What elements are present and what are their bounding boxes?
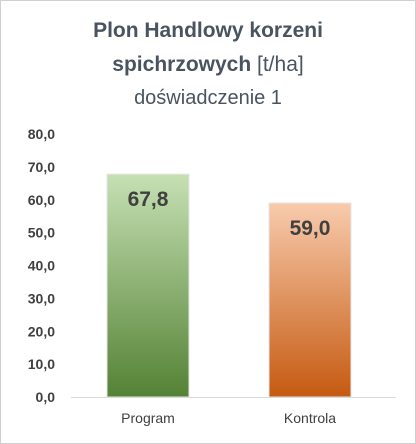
data-label-program: 67,8 — [128, 188, 169, 211]
chart-title-unit: [t/ha] — [251, 53, 304, 76]
chart-title: Plon Handlowy korzeni — [93, 19, 323, 42]
y-tick-label: 50,0 — [28, 225, 55, 241]
y-axis: 0,0 10,0 20,0 30,0 40,0 50,0 60,0 70,0 80,0 — [28, 126, 55, 405]
chart-subtitle: doświadczenie 1 — [134, 87, 282, 109]
y-tick-label: 40,0 — [28, 258, 55, 274]
y-tick-label: 70,0 — [28, 159, 55, 175]
y-tick-label: 20,0 — [28, 323, 55, 339]
bar-kontrola — [268, 202, 352, 398]
x-axis: Program Kontrola — [121, 410, 336, 426]
y-tick-label: 0,0 — [36, 389, 56, 405]
chart-title-bold: spichrzowych — [112, 53, 252, 76]
y-tick-label: 80,0 — [28, 126, 55, 142]
x-tick-label-kontrola: Kontrola — [284, 410, 336, 426]
bar-program — [106, 173, 190, 398]
bars-group: 67,8 59,0 — [106, 173, 352, 398]
y-tick-label: 30,0 — [28, 290, 55, 306]
data-label-kontrola: 59,0 — [290, 217, 331, 240]
x-tick-label-program: Program — [121, 410, 175, 426]
chart-title-line2: spichrzowych [t/ha] — [1, 53, 415, 77]
y-tick-label: 10,0 — [28, 356, 55, 372]
y-tick-label: 60,0 — [28, 192, 55, 208]
